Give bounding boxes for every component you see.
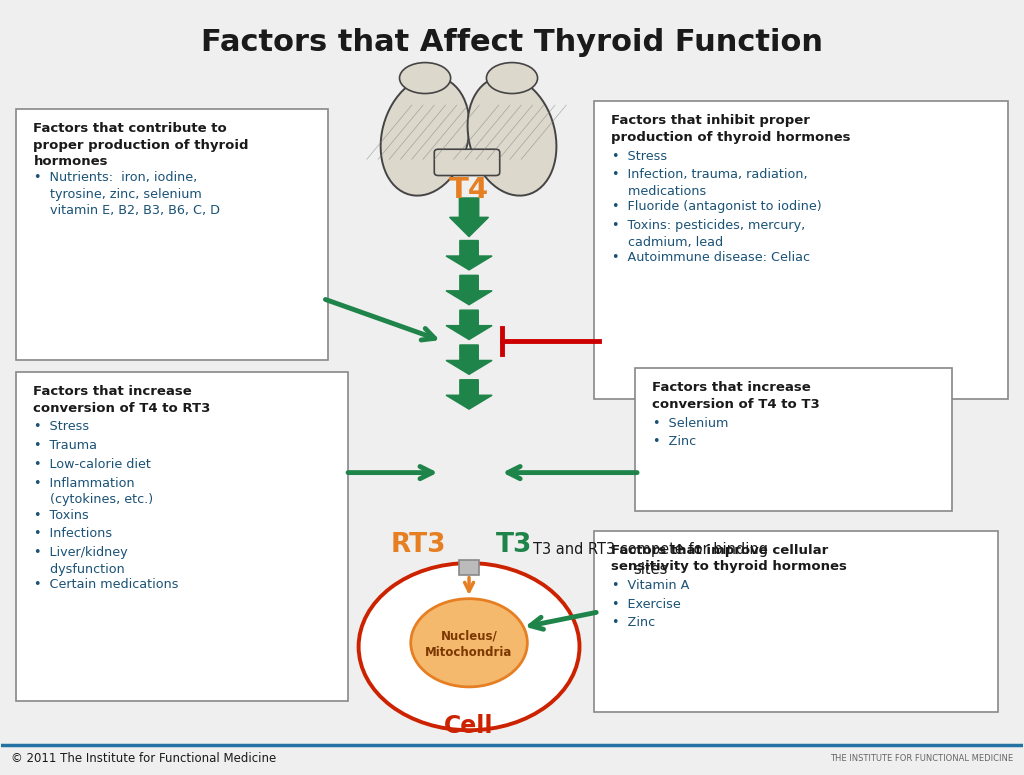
Text: Factors that improve cellular
sensitivity to thyroid hormones: Factors that improve cellular sensitivit… bbox=[611, 544, 847, 574]
FancyBboxPatch shape bbox=[459, 560, 479, 576]
Text: •  Stress: • Stress bbox=[35, 420, 89, 433]
Text: Cell: Cell bbox=[444, 715, 494, 739]
Text: •  Toxins: pesticides, mercury,
    cadmium, lead: • Toxins: pesticides, mercury, cadmium, … bbox=[612, 219, 806, 249]
Text: T3: T3 bbox=[496, 532, 532, 558]
FancyBboxPatch shape bbox=[434, 150, 500, 175]
Text: •  Autoimmune disease: Celiac: • Autoimmune disease: Celiac bbox=[612, 251, 810, 264]
Circle shape bbox=[411, 599, 527, 687]
FancyBboxPatch shape bbox=[16, 109, 328, 360]
Text: Factors that Affect Thyroid Function: Factors that Affect Thyroid Function bbox=[201, 28, 823, 57]
Polygon shape bbox=[446, 310, 493, 339]
Polygon shape bbox=[446, 380, 493, 409]
Ellipse shape bbox=[381, 77, 470, 195]
Text: Factors that contribute to
proper production of thyroid
hormones: Factors that contribute to proper produc… bbox=[34, 122, 249, 168]
Text: Nucleus/
Mitochondria: Nucleus/ Mitochondria bbox=[425, 630, 513, 659]
FancyBboxPatch shape bbox=[594, 531, 997, 712]
Text: •  Inflammation
    (cytokines, etc.): • Inflammation (cytokines, etc.) bbox=[35, 477, 154, 506]
Ellipse shape bbox=[486, 63, 538, 94]
Text: •  Certain medications: • Certain medications bbox=[35, 578, 179, 591]
Text: Factors that increase
conversion of T4 to T3: Factors that increase conversion of T4 t… bbox=[652, 381, 820, 411]
Text: •  Liver/kidney
    dysfunction: • Liver/kidney dysfunction bbox=[35, 546, 128, 576]
Polygon shape bbox=[446, 345, 493, 374]
Text: •  Selenium: • Selenium bbox=[653, 416, 728, 429]
Ellipse shape bbox=[399, 63, 451, 94]
Text: Factors that inhibit proper
production of thyroid hormones: Factors that inhibit proper production o… bbox=[611, 115, 851, 144]
Text: © 2011 The Institute for Functional Medicine: © 2011 The Institute for Functional Medi… bbox=[11, 753, 276, 766]
Text: •  Vitamin A: • Vitamin A bbox=[612, 579, 689, 592]
Polygon shape bbox=[446, 275, 493, 305]
Ellipse shape bbox=[468, 77, 556, 195]
Text: T4: T4 bbox=[449, 176, 489, 205]
Polygon shape bbox=[450, 198, 488, 236]
Text: •  Exercise: • Exercise bbox=[612, 598, 681, 611]
FancyBboxPatch shape bbox=[16, 372, 348, 701]
Text: •  Nutrients:  iron, iodine,
    tyrosine, zinc, selenium
    vitamin E, B2, B3,: • Nutrients: iron, iodine, tyrosine, zin… bbox=[35, 171, 220, 217]
Text: Factors that increase
conversion of T4 to RT3: Factors that increase conversion of T4 t… bbox=[34, 385, 211, 415]
FancyBboxPatch shape bbox=[635, 368, 951, 512]
Text: •  Trauma: • Trauma bbox=[35, 439, 97, 452]
Text: RT3: RT3 bbox=[390, 532, 445, 558]
Text: T3 and RT3 compete for binding
sites: T3 and RT3 compete for binding sites bbox=[532, 542, 768, 577]
Text: •  Infection, trauma, radiation,
    medications: • Infection, trauma, radiation, medicati… bbox=[612, 168, 808, 198]
Text: THE INSTITUTE FOR FUNCTIONAL MEDICINE: THE INSTITUTE FOR FUNCTIONAL MEDICINE bbox=[830, 754, 1013, 763]
Circle shape bbox=[358, 563, 580, 730]
Polygon shape bbox=[446, 240, 493, 270]
Text: •  Infections: • Infections bbox=[35, 528, 113, 540]
Text: •  Stress: • Stress bbox=[612, 150, 668, 163]
Text: •  Zinc: • Zinc bbox=[653, 436, 696, 448]
Text: •  Low-calorie diet: • Low-calorie diet bbox=[35, 458, 152, 471]
Text: •  Fluoride (antagonist to iodine): • Fluoride (antagonist to iodine) bbox=[612, 201, 822, 213]
Text: •  Zinc: • Zinc bbox=[612, 616, 655, 629]
Text: •  Toxins: • Toxins bbox=[35, 508, 89, 522]
FancyBboxPatch shape bbox=[594, 102, 1008, 399]
